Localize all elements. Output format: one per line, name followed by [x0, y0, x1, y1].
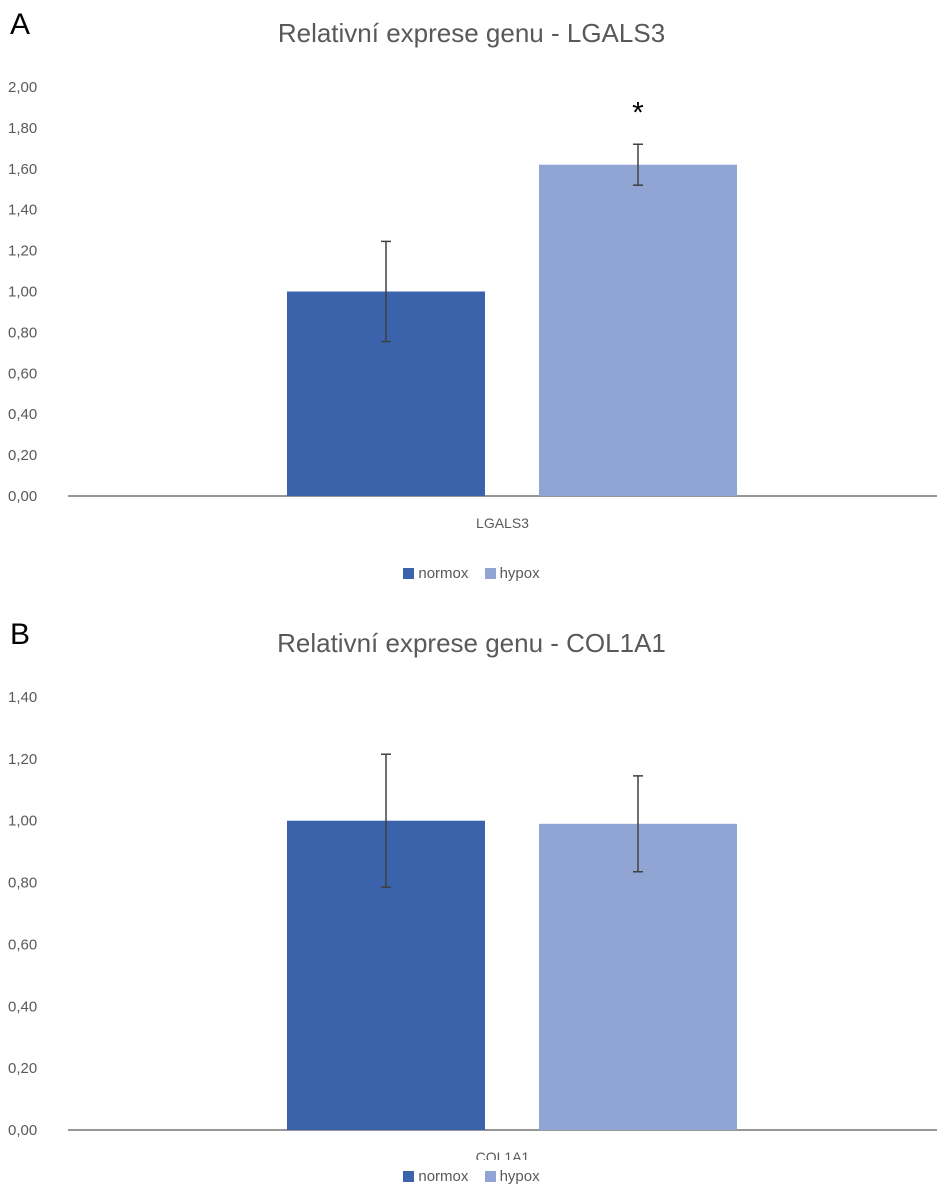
panel-label: A — [10, 8, 31, 41]
legend-item-hypox: hypox — [484, 565, 540, 582]
chart-panel-a: A Relativní exprese genu - LGALS3 0,00 0,… — [0, 8, 943, 582]
y-tick-label: 1,40 — [8, 689, 37, 706]
significance-annotation: * — [632, 96, 644, 129]
legend: normox hypox — [0, 565, 943, 582]
y-tick-label: 0,20 — [8, 447, 37, 464]
y-tick-label: 0,60 — [8, 936, 37, 953]
legend-item-normox: normox — [403, 565, 468, 582]
y-tick-label: 0,40 — [8, 406, 37, 423]
legend: normox hypox — [0, 1168, 943, 1185]
y-tick-label: 0,80 — [8, 875, 37, 892]
x-category-label: LGALS3 — [476, 515, 529, 531]
y-tick-label: 1,00 — [8, 813, 37, 830]
y-tick-label: 1,20 — [8, 243, 37, 260]
y-tick-label: 0,00 — [8, 1122, 37, 1139]
y-tick-label: 0,20 — [8, 1060, 37, 1077]
legend-swatch-hypox — [484, 1171, 496, 1182]
legend-label: hypox — [499, 565, 540, 582]
y-tick-label: 1,20 — [8, 751, 37, 768]
y-tick-label: 0,60 — [8, 365, 37, 382]
panel-label: B — [10, 618, 31, 651]
legend-label: normox — [418, 565, 469, 582]
chart-plot-area: 0,00 0,20 0,40 0,60 0,80 1,00 1,20 1,40 1,60 1,80… — [8, 79, 937, 531]
bar-hypox — [539, 164, 737, 496]
y-tick-label: 2,00 — [8, 79, 37, 96]
y-tick-label: 1,80 — [8, 120, 37, 137]
chart-title: Relativní exprese genu - LGALS3 — [277, 18, 666, 48]
legend-label: hypox — [499, 1168, 540, 1185]
chart-plot-area: 0,00 0,20 0,40 0,60 0,80 1,00 1,20 1,40 COL1A1 — [8, 689, 937, 1160]
x-category-label: COL1A1 — [476, 1149, 530, 1160]
y-tick-label: 1,40 — [8, 202, 37, 219]
legend-item-normox: normox — [403, 1168, 468, 1185]
legend-swatch-hypox — [484, 568, 496, 579]
legend-swatch-normox — [403, 568, 415, 579]
bar-hypox — [539, 823, 737, 1130]
chart-title: Relativní exprese genu - COL1A1 — [277, 628, 666, 658]
chart-panel-b: B Relativní exprese genu - COL1A1 0,00 0,… — [0, 610, 943, 1195]
y-tick-label: 0,40 — [8, 998, 37, 1015]
y-tick-label: 1,00 — [8, 284, 37, 301]
legend-item-hypox: hypox — [484, 1168, 540, 1185]
y-tick-label: 0,00 — [8, 488, 37, 505]
legend-label: normox — [418, 1168, 469, 1185]
legend-swatch-normox — [403, 1171, 415, 1182]
y-tick-label: 1,60 — [8, 161, 37, 178]
y-tick-label: 0,80 — [8, 324, 37, 341]
